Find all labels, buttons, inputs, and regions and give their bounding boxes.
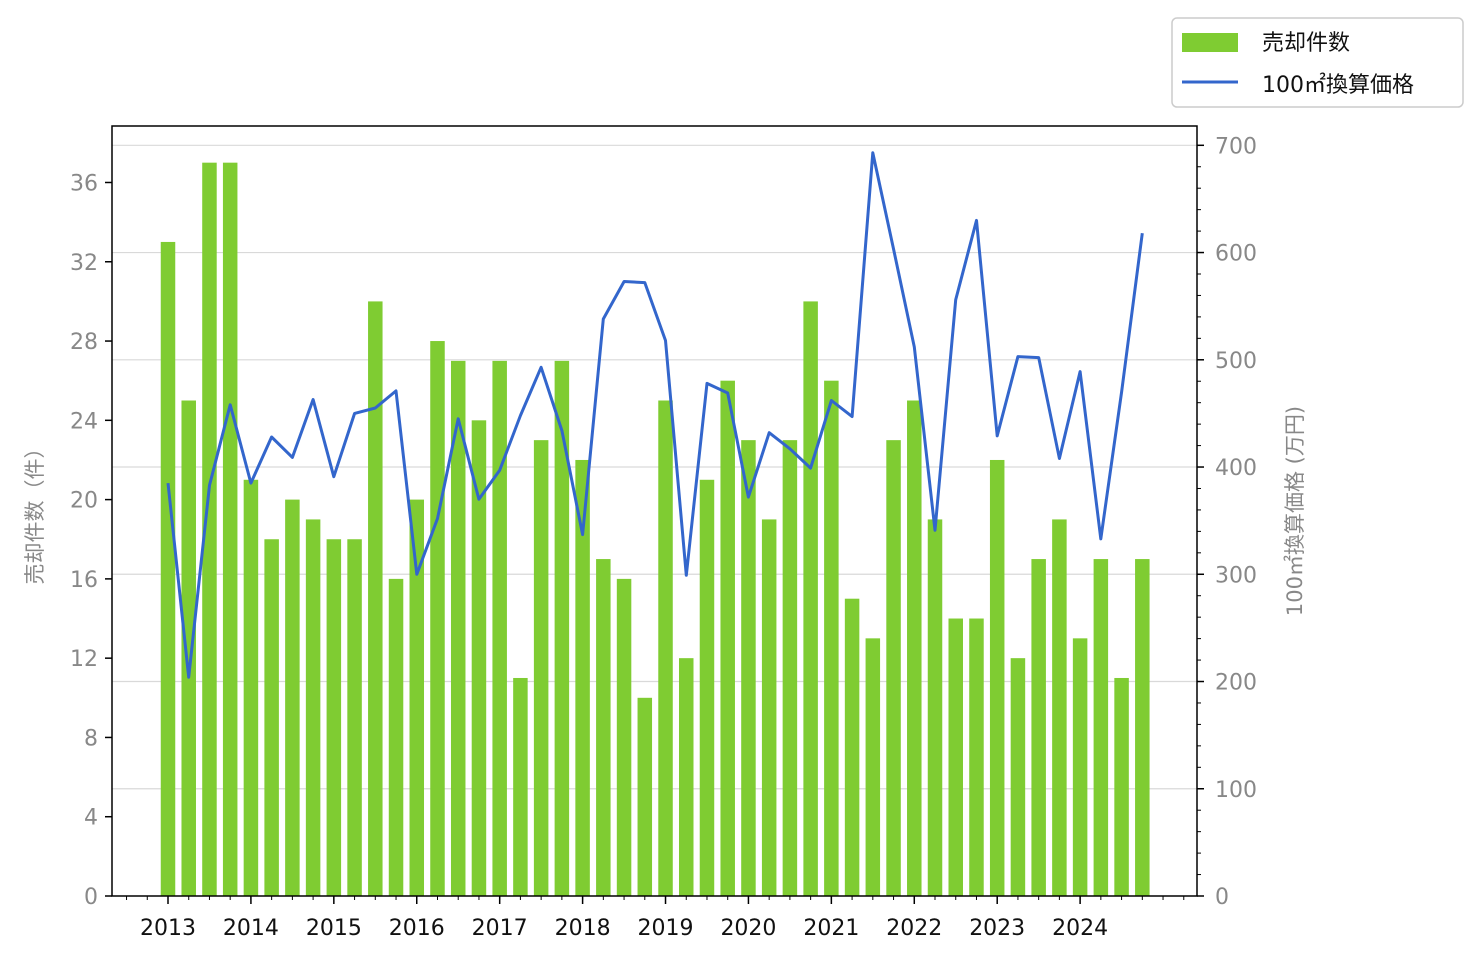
- left-tick-label: 36: [70, 171, 98, 196]
- right-tick-label: 100: [1215, 778, 1257, 803]
- bar: [637, 697, 653, 896]
- bar: [886, 440, 901, 896]
- x-tick-label: 2018: [555, 916, 611, 941]
- plot-frame: [111, 125, 1198, 897]
- left-tick-label: 28: [70, 330, 98, 355]
- x-tick-label: 2015: [306, 916, 362, 941]
- bar: [1052, 519, 1067, 896]
- bar: [222, 162, 238, 896]
- left-axis-title: 売却件数（件）: [23, 438, 47, 585]
- left-tick-label: 0: [84, 885, 98, 910]
- legend-bar-label: 売却件数: [1262, 31, 1350, 56]
- right-tick-label: 0: [1215, 885, 1229, 910]
- right-tick-label: 200: [1215, 671, 1257, 696]
- left-tick-label: 24: [70, 409, 98, 434]
- bar: [844, 598, 860, 896]
- bar: [969, 618, 984, 896]
- right-tick-label: 600: [1215, 242, 1257, 267]
- bar: [347, 539, 362, 896]
- x-tick-label: 2013: [140, 916, 196, 941]
- bar: [554, 360, 570, 896]
- price-line: [166, 151, 1144, 679]
- x-tick-label: 2017: [472, 916, 528, 941]
- x-tick-label: 2014: [223, 916, 279, 941]
- bar: [388, 578, 404, 896]
- x-tick-label: 2021: [803, 916, 859, 941]
- left-tick-label: 8: [84, 726, 98, 751]
- bar: [575, 459, 590, 896]
- bar: [1135, 559, 1150, 896]
- bar: [865, 638, 881, 896]
- line-layer: [166, 151, 1144, 679]
- bar: [450, 360, 466, 896]
- left-tick-label: 32: [70, 251, 98, 276]
- bar: [326, 539, 342, 896]
- axis-layer: 0481216202428323601002003004005006007002…: [70, 134, 1257, 941]
- bar: [513, 677, 528, 896]
- bar: [160, 241, 176, 897]
- bar: [285, 499, 300, 896]
- bar: [741, 440, 756, 896]
- bar: [471, 420, 487, 896]
- bar: [1031, 559, 1046, 896]
- bar: [181, 400, 196, 896]
- x-tick-label: 2020: [720, 916, 776, 941]
- right-tick-label: 400: [1215, 456, 1257, 481]
- right-tick-label: 700: [1215, 134, 1257, 159]
- bar: [243, 479, 259, 896]
- bar: [907, 400, 922, 896]
- bar: [533, 440, 549, 896]
- legend-frame: [1171, 17, 1464, 108]
- x-tick-label: 2023: [969, 916, 1025, 941]
- bar: [720, 380, 735, 896]
- bar: [492, 360, 507, 896]
- bar: [948, 618, 963, 896]
- bar: [368, 301, 383, 896]
- bar: [699, 479, 715, 896]
- bar: [1114, 677, 1129, 896]
- bar: [409, 499, 425, 896]
- bar: [782, 440, 798, 896]
- right-tick-label: 300: [1215, 563, 1257, 588]
- left-tick-label: 16: [70, 568, 98, 593]
- bar: [596, 559, 611, 896]
- x-tick-label: 2019: [638, 916, 694, 941]
- right-tick-label: 500: [1215, 349, 1257, 374]
- bar: [305, 519, 321, 896]
- legend-line-label: 100㎡換算価格: [1262, 72, 1414, 98]
- bar: [264, 539, 279, 896]
- bar: [679, 658, 694, 896]
- right-axis-title: 100㎡換算価格 (万円): [1283, 406, 1307, 616]
- bar: [616, 578, 632, 896]
- bar: [658, 400, 673, 896]
- left-tick-label: 4: [84, 806, 98, 831]
- bar: [761, 519, 777, 896]
- bar: [927, 519, 943, 896]
- legend: 売却件数 100㎡換算価格: [1171, 17, 1464, 108]
- left-tick-label: 12: [70, 647, 98, 672]
- x-tick-label: 2022: [886, 916, 942, 941]
- x-tick-label: 2024: [1052, 916, 1108, 941]
- legend-bar-swatch: [1182, 33, 1238, 52]
- x-tick-label: 2016: [389, 916, 445, 941]
- bar: [1093, 559, 1109, 896]
- bar: [202, 162, 217, 896]
- bar: [430, 341, 445, 896]
- bar-layer: [160, 162, 1150, 897]
- bar: [803, 301, 818, 896]
- bar: [824, 380, 839, 896]
- bar: [1010, 658, 1026, 896]
- left-tick-label: 20: [70, 489, 98, 514]
- bar: [989, 459, 1005, 896]
- bar: [1072, 638, 1088, 896]
